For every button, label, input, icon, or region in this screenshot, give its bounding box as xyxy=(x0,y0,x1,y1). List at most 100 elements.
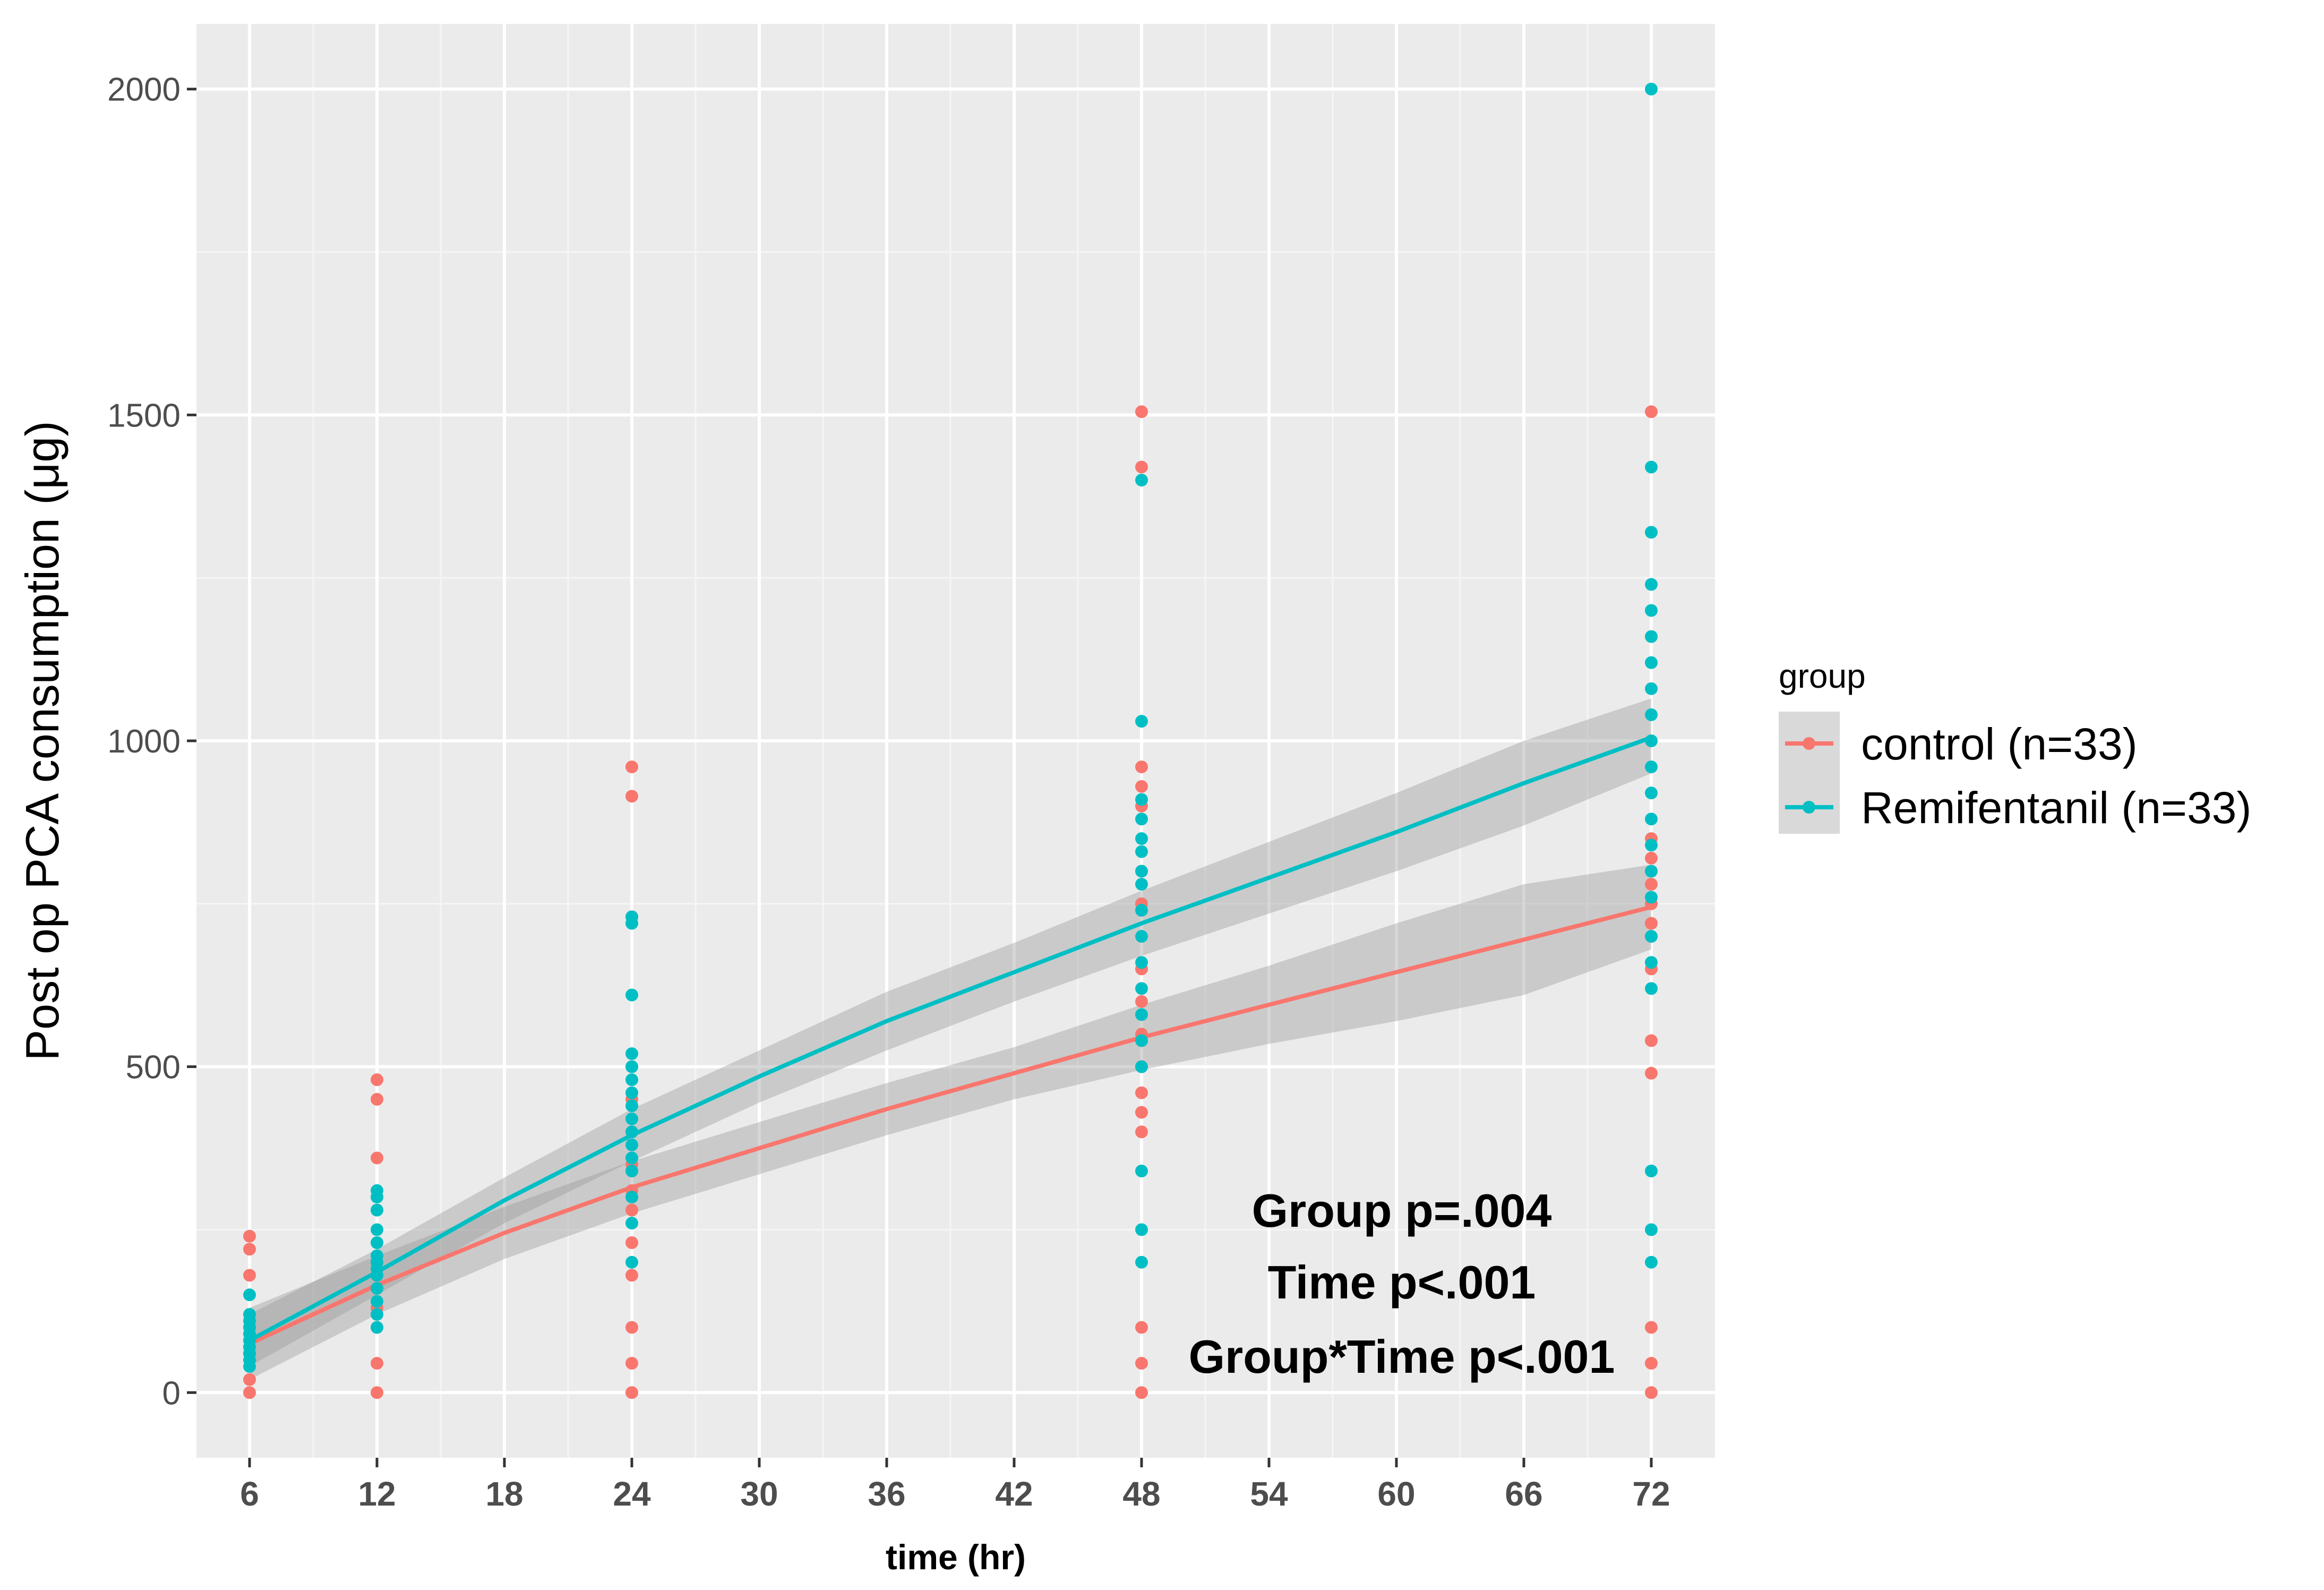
data-point-1 xyxy=(1645,760,1658,774)
data-point-1 xyxy=(371,1236,383,1249)
x-tick-label: 54 xyxy=(1250,1475,1288,1513)
data-point-0 xyxy=(1645,851,1658,865)
data-point-0 xyxy=(1645,1066,1658,1080)
data-point-1 xyxy=(371,1308,383,1321)
data-point-1 xyxy=(371,1249,383,1262)
data-point-1 xyxy=(1135,878,1148,891)
data-point-0 xyxy=(1645,878,1658,891)
data-point-0 xyxy=(371,1151,383,1165)
data-point-1 xyxy=(1135,793,1148,806)
data-point-0 xyxy=(1135,1321,1148,1334)
data-point-1 xyxy=(1135,813,1148,826)
data-point-1 xyxy=(625,1165,638,1177)
data-point-0 xyxy=(1645,1034,1658,1047)
data-point-1 xyxy=(1645,460,1658,474)
x-tick-label: 6 xyxy=(240,1475,259,1513)
data-point-0 xyxy=(1135,1125,1148,1139)
data-point-0 xyxy=(371,1093,383,1106)
data-point-1 xyxy=(625,1151,638,1165)
data-point-1 xyxy=(625,910,638,924)
y-tick-label: 500 xyxy=(126,1049,181,1086)
data-point-1 xyxy=(1645,1223,1658,1236)
data-point-1 xyxy=(625,1060,638,1073)
data-point-1 xyxy=(625,1099,638,1113)
data-point-1 xyxy=(1135,1034,1148,1047)
data-point-1 xyxy=(1135,865,1148,878)
x-tick-label: 60 xyxy=(1377,1475,1415,1513)
data-point-0 xyxy=(1135,460,1148,474)
data-point-0 xyxy=(243,1243,256,1256)
data-point-0 xyxy=(1645,405,1658,418)
x-tick-label: 12 xyxy=(358,1475,396,1513)
data-point-0 xyxy=(1135,995,1148,1008)
data-point-1 xyxy=(1645,930,1658,943)
data-point-1 xyxy=(1645,839,1658,852)
x-tick-label: 48 xyxy=(1122,1475,1160,1513)
data-point-1 xyxy=(1135,1255,1148,1269)
legend-label-remifentanil: Remifentanil (n=33) xyxy=(1861,783,2251,833)
data-point-1 xyxy=(371,1223,383,1236)
data-point-1 xyxy=(625,1138,638,1151)
data-point-1 xyxy=(243,1288,256,1302)
y-tick-label: 2000 xyxy=(107,72,181,108)
data-point-0 xyxy=(243,1386,256,1399)
data-point-1 xyxy=(1645,82,1658,96)
data-point-1 xyxy=(1645,630,1658,643)
legend-point-control xyxy=(1803,737,1815,750)
data-point-1 xyxy=(1645,891,1658,904)
legend-title: group xyxy=(1779,657,1866,695)
data-point-0 xyxy=(371,1073,383,1087)
fit-lines xyxy=(248,736,1652,1346)
data-point-1 xyxy=(243,1308,256,1321)
legend-label-control: control (n=33) xyxy=(1861,719,2138,769)
fit-line-0 xyxy=(248,905,1652,1346)
data-point-0 xyxy=(1645,1386,1658,1399)
data-point-1 xyxy=(1645,956,1658,969)
data-point-0 xyxy=(1645,917,1658,930)
data-point-1 xyxy=(625,1112,638,1125)
data-point-1 xyxy=(1645,604,1658,617)
x-tick-label: 36 xyxy=(868,1475,905,1513)
data-point-1 xyxy=(1135,1008,1148,1021)
data-point-1 xyxy=(1645,865,1658,878)
data-point-1 xyxy=(625,1255,638,1269)
data-point-1 xyxy=(625,1125,638,1139)
data-point-1 xyxy=(1135,982,1148,995)
data-point-0 xyxy=(1135,1386,1148,1399)
data-point-1 xyxy=(1645,578,1658,591)
x-tick-label: 42 xyxy=(995,1475,1033,1513)
data-point-0 xyxy=(1135,760,1148,774)
y-tick-label: 1000 xyxy=(107,723,181,760)
data-point-1 xyxy=(625,1217,638,1230)
y-tick-label: 0 xyxy=(162,1375,181,1412)
data-point-1 xyxy=(1645,813,1658,826)
legend-key-control xyxy=(1779,712,1840,834)
data-point-0 xyxy=(1645,1357,1658,1370)
data-point-0 xyxy=(1135,405,1148,418)
data-point-1 xyxy=(1135,474,1148,487)
data-point-0 xyxy=(243,1373,256,1386)
data-point-0 xyxy=(1645,1321,1658,1334)
data-point-1 xyxy=(1135,1223,1148,1236)
legend-point-remifentanil xyxy=(1803,801,1815,814)
data-point-0 xyxy=(625,1357,638,1370)
data-point-1 xyxy=(1645,787,1658,800)
data-point-1 xyxy=(1135,904,1148,917)
data-point-0 xyxy=(1135,1106,1148,1119)
data-point-0 xyxy=(625,1269,638,1282)
stats-annotations: Group p=.004 Time p<.001 Group*Time p<.0… xyxy=(1189,1184,1615,1383)
data-point-0 xyxy=(1135,1086,1148,1099)
data-point-0 xyxy=(625,1321,638,1334)
data-point-0 xyxy=(371,1357,383,1370)
data-point-0 xyxy=(371,1386,383,1399)
data-point-0 xyxy=(625,1386,638,1399)
annotation-interaction: Group*Time p<.001 xyxy=(1189,1330,1615,1383)
data-point-1 xyxy=(625,1073,638,1087)
data-point-1 xyxy=(1645,708,1658,721)
data-point-0 xyxy=(1135,780,1148,793)
data-point-1 xyxy=(1645,1255,1658,1269)
data-point-0 xyxy=(1135,1357,1148,1370)
data-point-1 xyxy=(625,1086,638,1099)
data-point-0 xyxy=(625,1203,638,1217)
y-axis-title: Post op PCA consumption (μg) xyxy=(16,421,68,1061)
